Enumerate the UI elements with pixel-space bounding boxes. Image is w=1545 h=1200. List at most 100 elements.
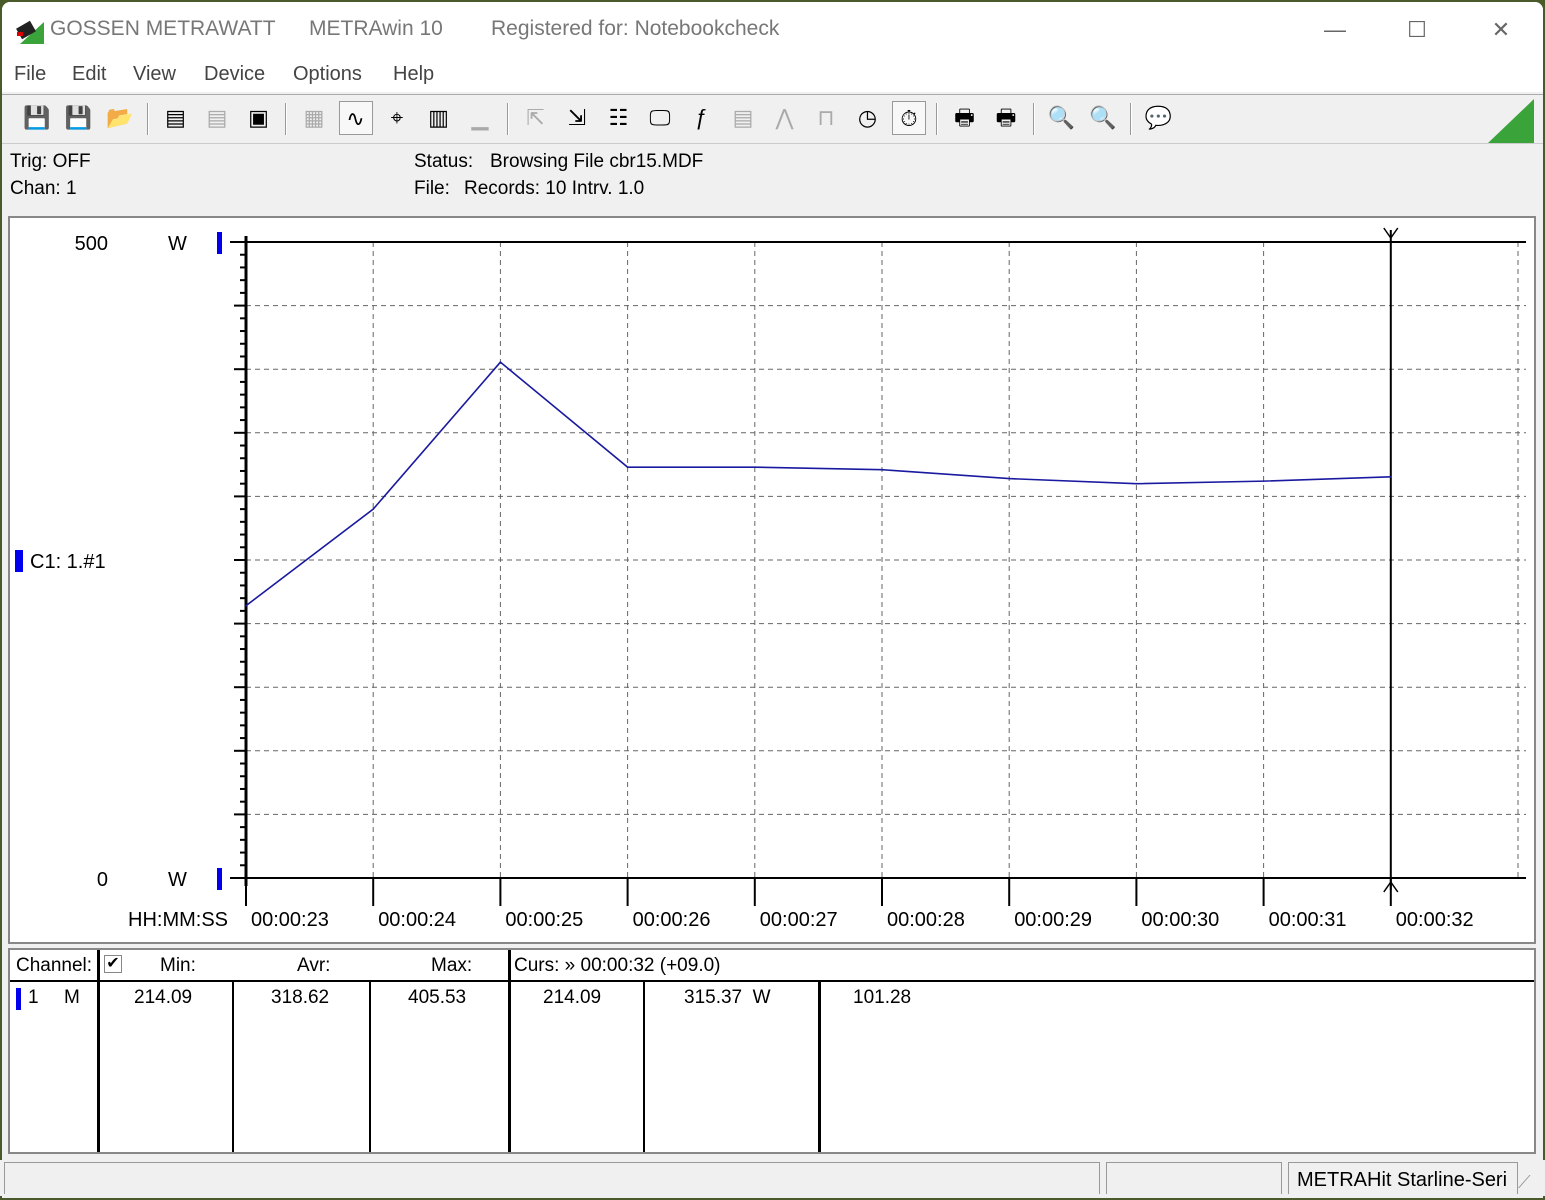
data-point (245, 604, 247, 607)
data-point (881, 468, 883, 471)
status-label: Status: (414, 151, 474, 172)
x-tick-label: 00:00:28 (887, 909, 965, 931)
data-point (626, 466, 629, 468)
cursor-header: Curs: » 00:00:32 (+09.0) (514, 955, 721, 976)
clock-icon[interactable]: ◷ (857, 105, 878, 130)
trigger-status: Trig: OFF (10, 151, 91, 172)
max-header: Max: (431, 955, 473, 976)
series-line (245, 361, 1391, 607)
status-pane-2 (1106, 1162, 1282, 1194)
channel-marker-bottom (217, 868, 222, 890)
menu-file[interactable]: File (14, 63, 47, 85)
avr-header: Avr: (297, 955, 331, 976)
statistics-table: Channel: ✔ Min: Avr: Max: Curs: » 00:00:… (8, 948, 1536, 1154)
brand-triangle-icon (1488, 99, 1534, 143)
monitor-icon[interactable]: 🖵 (649, 105, 671, 130)
channel-checkbox[interactable]: ✔ (104, 955, 122, 973)
min-value: 214.09 (134, 987, 193, 1008)
channel-status: Chan: 1 (10, 178, 77, 199)
settings-table-icon[interactable]: ☷ (608, 105, 629, 130)
x-tick-label: 00:00:32 (1396, 909, 1474, 931)
data-point (372, 508, 375, 510)
channel-number: 1 (28, 987, 39, 1008)
cursor-bottom-handle (1383, 880, 1399, 893)
histogram-icon[interactable]: ▁ (471, 105, 489, 130)
save-icon[interactable]: 💾 (23, 105, 51, 130)
app-title: METRAwin 10 (309, 17, 443, 40)
x-axis-label: HH:MM:SS (128, 909, 228, 931)
toolbar: 💾 💾 📂 ▤ ▤ ▣ ▦ ∿ ⌖ ▥ ▁ ⇱ ⇲ ☷ 🖵 ƒ ▤ ⋀ ⊓ ◷ ⏱ 🖶 🖶 🔍 🔍 💬 (2, 94, 1543, 144)
data-point (1008, 477, 1010, 480)
save-as-icon[interactable]: 💾 (64, 105, 93, 130)
maximize-button[interactable]: ☐ (1407, 17, 1427, 42)
table-view-icon[interactable]: ▥ (428, 105, 449, 130)
cursor-value: 315.37 W (684, 987, 771, 1008)
app-logo-icon (16, 20, 44, 44)
brand-title: GOSSEN METRAWATT (50, 17, 276, 40)
status-bar: METRAHit Starline-Seri ⟋ (0, 1160, 1545, 1196)
max-value: 405.53 (408, 987, 467, 1008)
cursor-top-handle (1383, 227, 1399, 240)
data-point (1135, 482, 1138, 485)
toolbar-separator (146, 103, 149, 135)
x-tick-label: 00:00:27 (760, 909, 838, 931)
function-icon[interactable]: ƒ (695, 105, 708, 130)
pulse-icon[interactable]: ⊓ (817, 105, 835, 130)
export-icon[interactable]: ⇱ (526, 105, 545, 130)
timer-icon[interactable]: ⏱ (892, 101, 926, 135)
waveform-view-icon[interactable]: ∿ (338, 101, 373, 135)
waveform-chart[interactable]: 500 0 W W C1: 1.#1 HH:MM:SS 00:00:23 00:00:24 00… (10, 218, 1534, 942)
channel-header: Channel: (16, 955, 93, 976)
channel-color-marker (16, 988, 21, 1010)
crosshair-icon[interactable]: ⌖ (390, 105, 404, 130)
avr-value: 318.62 (271, 987, 330, 1008)
trigger-icon[interactable]: ⋀ (775, 105, 794, 130)
data-point (1262, 480, 1265, 482)
print-chart-icon[interactable]: 🖶 (954, 105, 975, 130)
x-tick-label: 00:00:30 (1141, 909, 1219, 931)
menu-options[interactable]: Options (293, 63, 362, 85)
device-read-icon[interactable]: ▤ (165, 105, 186, 130)
zoom-waveform-icon[interactable]: 🔍 (1047, 105, 1076, 130)
minimize-button[interactable]: — (1324, 17, 1346, 42)
toolbar-separator (1032, 103, 1035, 135)
menu-view[interactable]: View (133, 63, 176, 85)
print-icon[interactable]: 🖶 (995, 105, 1017, 130)
cursor-min-value: 214.09 (543, 987, 602, 1008)
x-tick-label: 00:00:29 (1014, 909, 1092, 931)
device-clear-icon[interactable]: ▤ (206, 105, 228, 130)
menu-device[interactable]: Device (204, 63, 266, 85)
comment-icon[interactable]: 💬 (1144, 105, 1173, 130)
file-value: Records: 10 Intrv. 1.0 (464, 178, 645, 199)
info-panel: Trig: OFF Chan: 1 Status: Browsing File … (2, 145, 1543, 213)
display-values-icon[interactable]: ▦ (303, 105, 325, 130)
title-bar: GOSSEN METRAWATT METRAwin 10 Registered … (2, 2, 1543, 58)
toolbar-separator (285, 103, 287, 135)
menu-bar: File Edit View Device Options Help (2, 58, 1543, 92)
import-icon[interactable]: ⇲ (567, 105, 587, 130)
status-pane-1 (4, 1162, 1100, 1194)
chart-panel: 500 0 W W C1: 1.#1 HH:MM:SS 00:00:23 00:00:24 00… (8, 216, 1536, 944)
y-unit-bottom: W (168, 869, 187, 891)
open-folder-icon[interactable]: 📂 (106, 105, 134, 130)
menu-edit[interactable]: Edit (72, 63, 107, 85)
min-header: Min: (160, 955, 196, 976)
data-point (499, 361, 502, 363)
channel-label: C1: 1.#1 (30, 551, 106, 573)
file-label: File: (414, 178, 450, 199)
x-tick-label: 00:00:23 (251, 909, 329, 931)
menu-help[interactable]: Help (393, 63, 435, 85)
meter-icon[interactable]: ▤ (732, 105, 754, 130)
device-memory-icon[interactable]: ▣ (248, 105, 269, 130)
channel-color-marker (15, 550, 23, 572)
y-max-label: 500 (75, 233, 108, 255)
device-status: METRAHit Starline-Seri (1288, 1162, 1518, 1194)
close-button[interactable]: ✕ (1491, 17, 1511, 42)
resize-grip-icon[interactable]: ⟋ (1518, 1172, 1531, 1192)
zoom-peak-icon[interactable]: 🔍 (1089, 105, 1117, 130)
toolbar-separator (935, 103, 938, 135)
y-min-label: 0 (97, 869, 108, 891)
data-point (754, 466, 756, 468)
channel-mode: M (64, 987, 80, 1008)
toolbar-separator (506, 103, 509, 135)
